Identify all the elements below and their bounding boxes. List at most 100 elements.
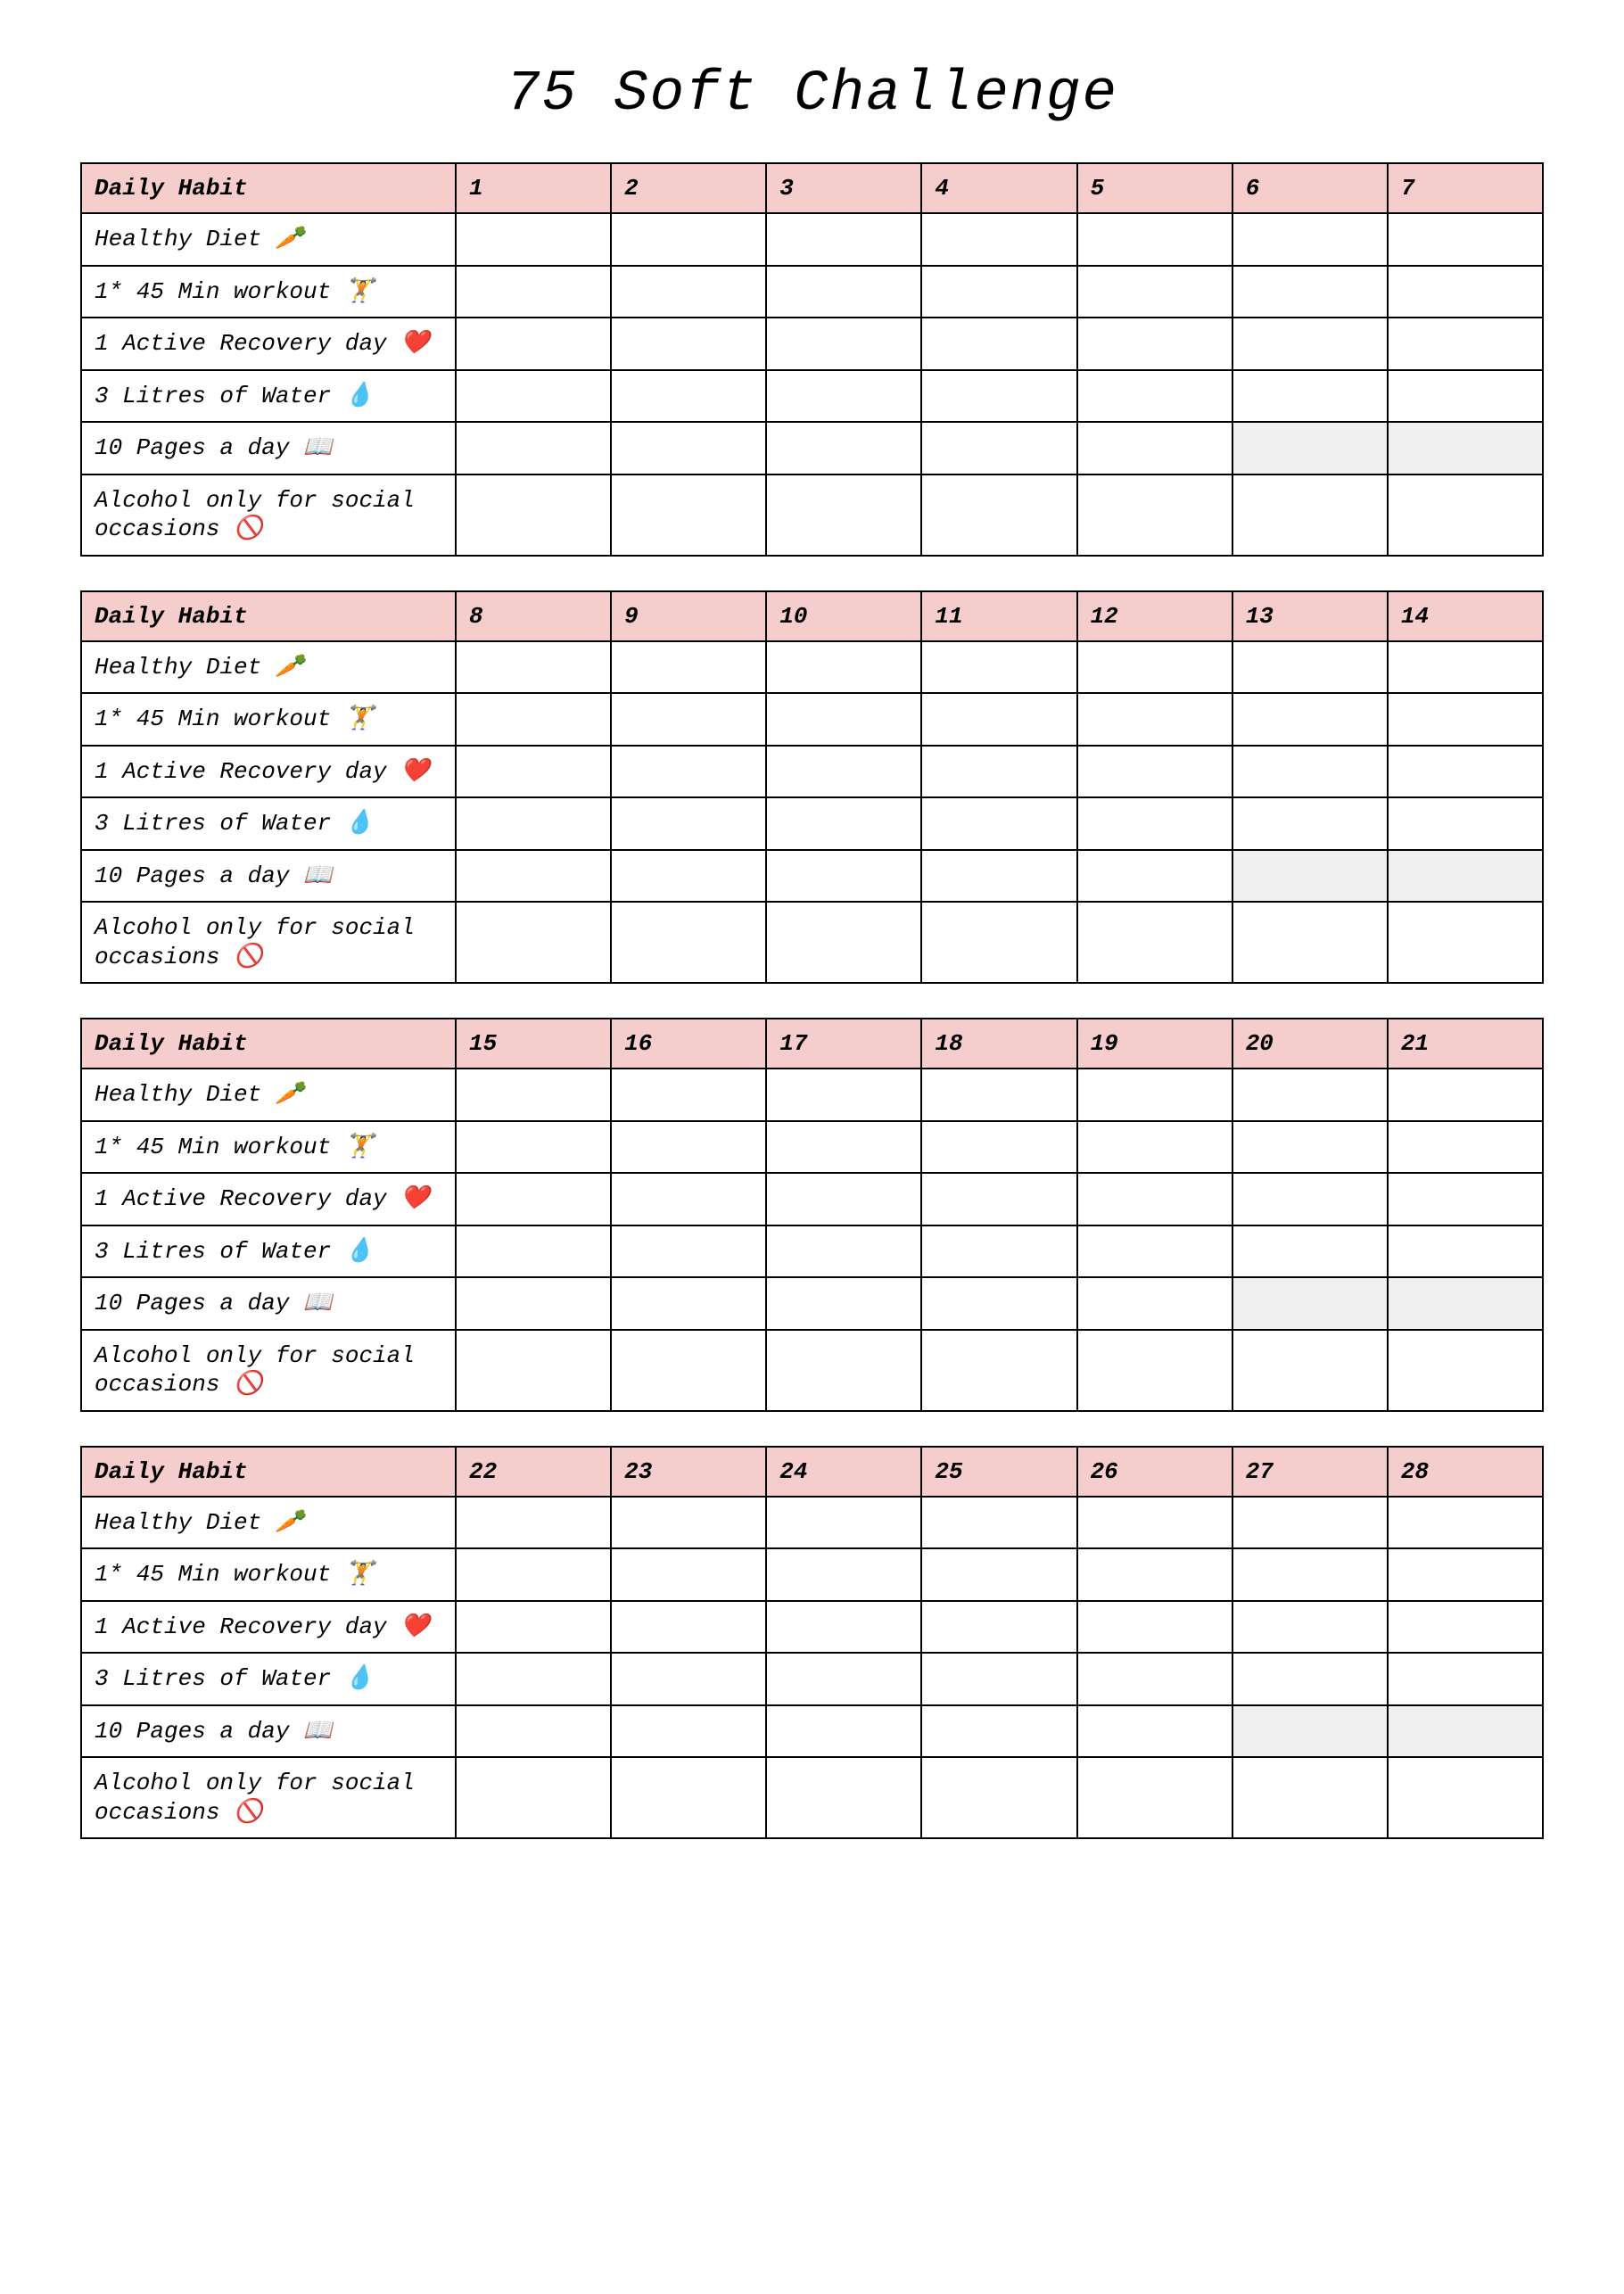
habit-day-cell[interactable]	[921, 797, 1076, 850]
habit-day-cell[interactable]	[1388, 1601, 1543, 1654]
habit-day-cell[interactable]	[611, 746, 766, 798]
habit-day-cell[interactable]	[1388, 1225, 1543, 1278]
habit-day-cell[interactable]	[1388, 370, 1543, 423]
habit-day-cell[interactable]	[456, 1548, 611, 1601]
habit-day-cell[interactable]	[1232, 1705, 1388, 1758]
habit-day-cell[interactable]	[1232, 318, 1388, 370]
habit-day-cell[interactable]	[921, 850, 1076, 903]
habit-day-cell[interactable]	[456, 266, 611, 318]
habit-day-cell[interactable]	[921, 1069, 1076, 1121]
habit-day-cell[interactable]	[766, 266, 921, 318]
habit-day-cell[interactable]	[1077, 1277, 1232, 1330]
habit-day-cell[interactable]	[611, 797, 766, 850]
habit-day-cell[interactable]	[611, 1653, 766, 1705]
habit-day-cell[interactable]	[1388, 1121, 1543, 1174]
habit-day-cell[interactable]	[1077, 1069, 1232, 1121]
habit-day-cell[interactable]	[611, 1277, 766, 1330]
habit-day-cell[interactable]	[1388, 318, 1543, 370]
habit-day-cell[interactable]	[1077, 266, 1232, 318]
habit-day-cell[interactable]	[611, 474, 766, 556]
habit-day-cell[interactable]	[1077, 1225, 1232, 1278]
habit-day-cell[interactable]	[766, 474, 921, 556]
habit-day-cell[interactable]	[766, 318, 921, 370]
habit-day-cell[interactable]	[611, 370, 766, 423]
habit-day-cell[interactable]	[456, 213, 611, 266]
habit-day-cell[interactable]	[1077, 1330, 1232, 1411]
habit-day-cell[interactable]	[611, 1225, 766, 1278]
habit-day-cell[interactable]	[1232, 213, 1388, 266]
habit-day-cell[interactable]	[1232, 474, 1388, 556]
habit-day-cell[interactable]	[1077, 318, 1232, 370]
habit-day-cell[interactable]	[1077, 1497, 1232, 1549]
habit-day-cell[interactable]	[921, 1497, 1076, 1549]
habit-day-cell[interactable]	[1232, 422, 1388, 474]
habit-day-cell[interactable]	[1077, 1601, 1232, 1654]
habit-day-cell[interactable]	[766, 1705, 921, 1758]
habit-day-cell[interactable]	[456, 1497, 611, 1549]
habit-day-cell[interactable]	[1388, 1173, 1543, 1225]
habit-day-cell[interactable]	[1388, 1653, 1543, 1705]
habit-day-cell[interactable]	[611, 1548, 766, 1601]
habit-day-cell[interactable]	[1388, 1069, 1543, 1121]
habit-day-cell[interactable]	[611, 1705, 766, 1758]
habit-day-cell[interactable]	[921, 693, 1076, 746]
habit-day-cell[interactable]	[456, 474, 611, 556]
habit-day-cell[interactable]	[921, 1548, 1076, 1601]
habit-day-cell[interactable]	[456, 1653, 611, 1705]
habit-day-cell[interactable]	[611, 213, 766, 266]
habit-day-cell[interactable]	[1388, 1277, 1543, 1330]
habit-day-cell[interactable]	[1388, 1757, 1543, 1838]
habit-day-cell[interactable]	[766, 1121, 921, 1174]
habit-day-cell[interactable]	[921, 474, 1076, 556]
habit-day-cell[interactable]	[1388, 797, 1543, 850]
habit-day-cell[interactable]	[1232, 1601, 1388, 1654]
habit-day-cell[interactable]	[456, 1069, 611, 1121]
habit-day-cell[interactable]	[1077, 1653, 1232, 1705]
habit-day-cell[interactable]	[1232, 370, 1388, 423]
habit-day-cell[interactable]	[611, 693, 766, 746]
habit-day-cell[interactable]	[766, 370, 921, 423]
habit-day-cell[interactable]	[921, 213, 1076, 266]
habit-day-cell[interactable]	[1232, 693, 1388, 746]
habit-day-cell[interactable]	[766, 1069, 921, 1121]
habit-day-cell[interactable]	[1232, 797, 1388, 850]
habit-day-cell[interactable]	[1232, 850, 1388, 903]
habit-day-cell[interactable]	[456, 318, 611, 370]
habit-day-cell[interactable]	[1077, 370, 1232, 423]
habit-day-cell[interactable]	[456, 1121, 611, 1174]
habit-day-cell[interactable]	[766, 746, 921, 798]
habit-day-cell[interactable]	[456, 422, 611, 474]
habit-day-cell[interactable]	[1388, 1330, 1543, 1411]
habit-day-cell[interactable]	[921, 1173, 1076, 1225]
habit-day-cell[interactable]	[766, 797, 921, 850]
habit-day-cell[interactable]	[1388, 1497, 1543, 1549]
habit-day-cell[interactable]	[1388, 902, 1543, 983]
habit-day-cell[interactable]	[921, 1121, 1076, 1174]
habit-day-cell[interactable]	[456, 370, 611, 423]
habit-day-cell[interactable]	[1232, 1225, 1388, 1278]
habit-day-cell[interactable]	[921, 1653, 1076, 1705]
habit-day-cell[interactable]	[611, 318, 766, 370]
habit-day-cell[interactable]	[1388, 746, 1543, 798]
habit-day-cell[interactable]	[766, 1225, 921, 1278]
habit-day-cell[interactable]	[456, 1330, 611, 1411]
habit-day-cell[interactable]	[1388, 266, 1543, 318]
habit-day-cell[interactable]	[1077, 1705, 1232, 1758]
habit-day-cell[interactable]	[921, 1601, 1076, 1654]
habit-day-cell[interactable]	[921, 1277, 1076, 1330]
habit-day-cell[interactable]	[1388, 1705, 1543, 1758]
habit-day-cell[interactable]	[456, 797, 611, 850]
habit-day-cell[interactable]	[1232, 1069, 1388, 1121]
habit-day-cell[interactable]	[1232, 1277, 1388, 1330]
habit-day-cell[interactable]	[611, 1497, 766, 1549]
habit-day-cell[interactable]	[766, 1173, 921, 1225]
habit-day-cell[interactable]	[1388, 474, 1543, 556]
habit-day-cell[interactable]	[766, 850, 921, 903]
habit-day-cell[interactable]	[1232, 1173, 1388, 1225]
habit-day-cell[interactable]	[1077, 746, 1232, 798]
habit-day-cell[interactable]	[921, 902, 1076, 983]
habit-day-cell[interactable]	[921, 1225, 1076, 1278]
habit-day-cell[interactable]	[611, 266, 766, 318]
habit-day-cell[interactable]	[766, 1330, 921, 1411]
habit-day-cell[interactable]	[921, 746, 1076, 798]
